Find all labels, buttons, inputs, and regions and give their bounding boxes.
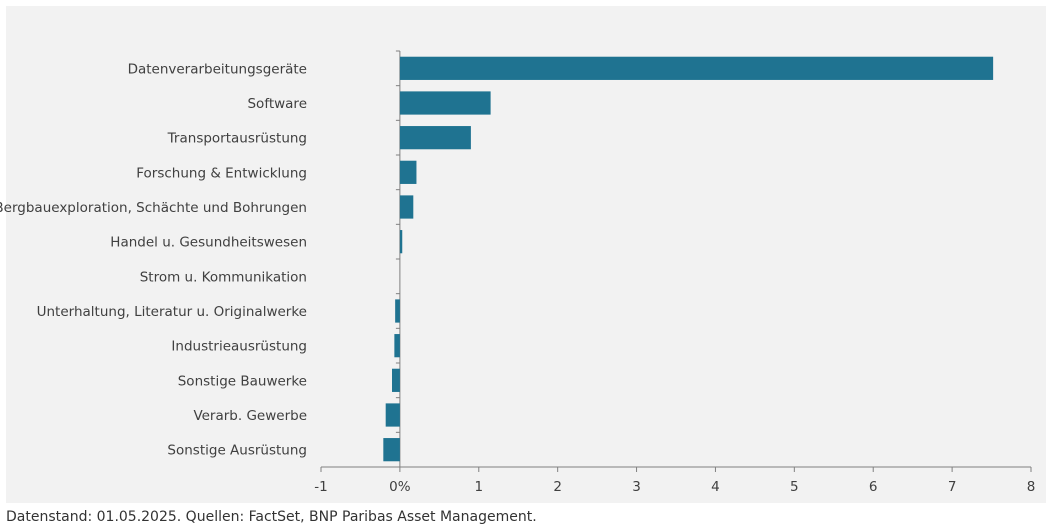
x-tick-label: -1 <box>314 479 327 495</box>
bar <box>399 160 417 184</box>
bar <box>392 368 400 392</box>
category-label: Strom u. Kommunikation <box>140 269 307 285</box>
category-label: Forschung & Entwicklung <box>136 165 307 181</box>
bar <box>399 91 491 115</box>
x-tick-label: 1 <box>474 479 483 495</box>
bar <box>395 299 400 323</box>
category-label: Transportausrüstung <box>167 131 307 147</box>
category-label: Bergbauexploration, Schächte und Bohrung… <box>0 200 307 216</box>
bar <box>385 403 400 427</box>
category-label: Datenverarbeitungsgeräte <box>128 61 307 77</box>
category-label: Unterhaltung, Literatur u. Originalwerke <box>37 304 307 320</box>
category-label: Verarb. Gewerbe <box>193 408 307 424</box>
x-tick-label: 4 <box>711 479 720 495</box>
x-tick-label: 7 <box>948 479 957 495</box>
source-note: Datenstand: 01.05.2025. Quellen: FactSet… <box>6 509 537 525</box>
bar <box>399 195 414 219</box>
category-label: Sonstige Ausrüstung <box>167 443 307 459</box>
bar <box>399 230 403 254</box>
bar <box>399 56 994 80</box>
category-label: Software <box>247 96 307 112</box>
category-label: Sonstige Bauwerke <box>178 373 307 389</box>
x-tick-label: 2 <box>553 479 562 495</box>
x-tick-label: 3 <box>632 479 641 495</box>
plot-area <box>6 6 1046 503</box>
x-tick-label: 5 <box>790 479 799 495</box>
x-tick-label: 0% <box>389 479 411 495</box>
category-label: Handel u. Gesundheitswesen <box>110 235 307 251</box>
x-tick-label: 6 <box>869 479 878 495</box>
x-tick-label: 8 <box>1027 479 1036 495</box>
bar <box>399 126 471 150</box>
category-label: Industrieausrüstung <box>171 339 307 355</box>
bar <box>394 334 400 358</box>
bar <box>383 438 400 462</box>
